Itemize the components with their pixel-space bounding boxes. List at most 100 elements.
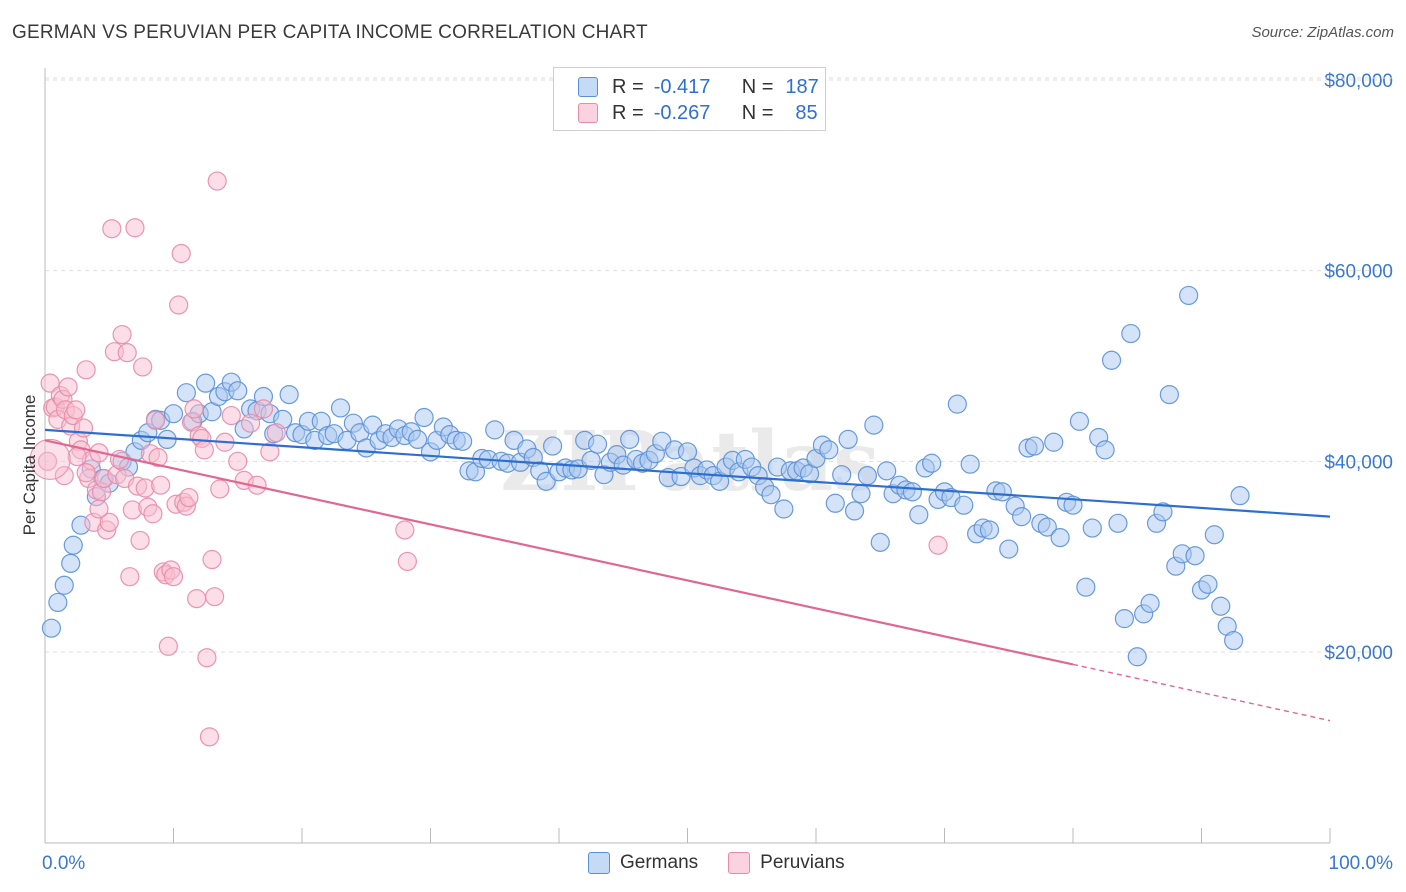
x-tick-label: 100.0% [1329, 853, 1394, 874]
peruvian-point [120, 567, 140, 587]
peruvian-point [76, 463, 96, 483]
german-point [960, 454, 980, 474]
german-point [1082, 518, 1102, 538]
peruvian-point [184, 399, 204, 419]
y-tick-label: $80,000 [1324, 71, 1393, 92]
peruvian-point [205, 587, 225, 607]
german-point [832, 465, 852, 485]
german-point [536, 471, 556, 491]
peruvian-point [260, 442, 280, 462]
peruvians-swatch [578, 103, 598, 123]
peruvian-point [194, 440, 214, 460]
german-point [228, 381, 248, 401]
peruvian-point [210, 479, 230, 499]
german-point [902, 482, 922, 502]
german-point [63, 535, 83, 555]
german-point [1127, 647, 1147, 667]
peruvians-legend-swatch [728, 852, 751, 874]
peruvian-point [109, 449, 130, 470]
german-point [1185, 546, 1205, 566]
german-point [851, 484, 871, 504]
stats-legend: R = -0.417 N = 187 R = -0.267 N = 85 [553, 67, 826, 131]
german-point [1179, 285, 1199, 306]
y-axis-label: Per Capita Income [20, 394, 39, 536]
peruvian-point [58, 377, 78, 397]
germans-r-label: R = [612, 75, 644, 98]
german-point [330, 398, 351, 418]
germans-n-value: 187 [785, 75, 819, 98]
german-point [1121, 323, 1141, 344]
peruvian-point [197, 648, 217, 668]
german-point [1050, 527, 1070, 548]
german-point [844, 501, 865, 521]
peruvians-r-value: -0.267 [653, 101, 711, 124]
peruvian-point [54, 466, 74, 486]
peruvian-point [67, 446, 87, 467]
peruvians-trend-line [44, 439, 1074, 666]
peruvian-point [253, 399, 274, 419]
german-point [1101, 350, 1122, 370]
peruvian-point [228, 451, 248, 471]
german-point [279, 385, 299, 405]
peruvian-point [40, 373, 60, 393]
german-point [1140, 593, 1160, 613]
german-point [1224, 630, 1244, 651]
peruvian-point [112, 324, 132, 345]
german-point [1153, 502, 1173, 522]
german-point [1037, 517, 1057, 537]
german-point [819, 440, 839, 460]
german-point [176, 383, 196, 403]
peruvian-point [99, 512, 119, 532]
german-point [838, 429, 858, 450]
peruvian-point [133, 357, 153, 377]
german-point [1095, 440, 1115, 460]
german-point [485, 420, 505, 440]
german-point [581, 450, 601, 470]
german-point [587, 434, 608, 454]
peruvian-point [125, 218, 145, 238]
german-point [870, 532, 890, 552]
german-point [1114, 609, 1135, 629]
legend-item-peruvians[interactable]: Peruvians [728, 852, 845, 874]
german-point [453, 431, 473, 451]
german-point [857, 466, 878, 486]
german-point [761, 485, 781, 505]
german-point [947, 394, 967, 414]
peruvian-point [163, 567, 184, 587]
germans-n-label: N = [741, 75, 774, 98]
german-point [1069, 411, 1090, 431]
german-point [620, 429, 640, 450]
german-point [1044, 432, 1064, 452]
german-point [877, 461, 897, 481]
series-legend: Germans Peruvians [588, 852, 875, 874]
german-point [999, 539, 1019, 559]
german-point [1108, 513, 1128, 533]
x-tick-label: 0.0% [42, 853, 85, 874]
german-point [54, 575, 74, 595]
german-point [1198, 574, 1218, 594]
germans-legend-label: Germans [620, 852, 699, 873]
germans-swatch [578, 77, 598, 97]
peruvian-point [145, 410, 166, 430]
german-point [909, 505, 929, 525]
peruvian-point [202, 549, 222, 570]
german-point [992, 482, 1012, 502]
german-point [825, 493, 845, 513]
peruvian-point [199, 727, 220, 747]
german-point [774, 499, 794, 519]
german-point [677, 442, 698, 462]
stats-legend-germans: R = -0.417 N = 187 [578, 75, 819, 99]
stats-legend-peruvians: R = -0.267 N = 85 [578, 101, 818, 125]
german-point [1211, 596, 1231, 616]
peruvians-legend-label: Peruvians [760, 852, 845, 873]
peruvian-point [397, 551, 417, 572]
germans-r-value: -0.417 [653, 75, 711, 98]
peruvian-point [187, 589, 207, 609]
germans-trend-line [44, 428, 1331, 518]
peruvian-point [130, 530, 150, 551]
german-point [979, 520, 1000, 540]
peruvian-point [241, 413, 261, 433]
legend-item-germans[interactable]: Germans [588, 852, 698, 874]
german-point [1230, 486, 1250, 506]
peruvian-point [37, 451, 58, 471]
